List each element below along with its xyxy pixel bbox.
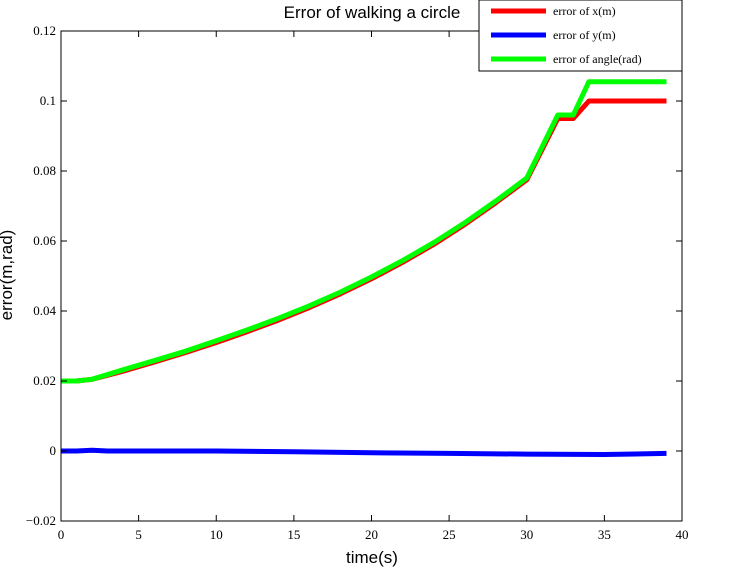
- series-line-2: [61, 447, 667, 457]
- legend-label: error of angle(rad): [553, 52, 642, 66]
- legend: error of x(m) error of y(m) error of angle…: [478, 0, 683, 72]
- y-tick-label: 0.1: [40, 93, 56, 108]
- y-tick-label: 0.12: [33, 23, 56, 38]
- chart-title: Error of walking a circle: [284, 3, 461, 22]
- x-tick-label: 20: [365, 527, 378, 542]
- x-tick-label: 5: [135, 527, 142, 542]
- x-tick-label: 30: [520, 527, 533, 542]
- x-tick-label: 0: [58, 527, 65, 542]
- series-line-1: [61, 98, 667, 384]
- plot-area: [61, 79, 667, 457]
- x-tick-label: 35: [598, 527, 611, 542]
- y-tick-label: −0.02: [26, 513, 56, 528]
- y-tick-label: 0.04: [33, 303, 56, 318]
- x-tick-label: 15: [287, 527, 300, 542]
- x-tick-label: 25: [443, 527, 456, 542]
- series-line-3: [61, 79, 667, 384]
- x-tick-label: 10: [210, 527, 223, 542]
- legend-label: error of x(m): [553, 4, 616, 18]
- x-tick-label: 40: [676, 527, 689, 542]
- y-tick-label: 0.06: [33, 233, 56, 248]
- y-tick-label: 0.08: [33, 163, 56, 178]
- y-axis-title: error(m,rad): [0, 230, 16, 321]
- y-tick-label: 0.02: [33, 373, 56, 388]
- y-tick-label: 0: [50, 443, 57, 458]
- axis-ticks: 0 5 10 15 20 25 30 35 40−0.0200.020.040.060.080.…: [26, 23, 689, 542]
- x-axis-title: time(s): [346, 548, 398, 567]
- legend-label: error of y(m): [553, 28, 616, 42]
